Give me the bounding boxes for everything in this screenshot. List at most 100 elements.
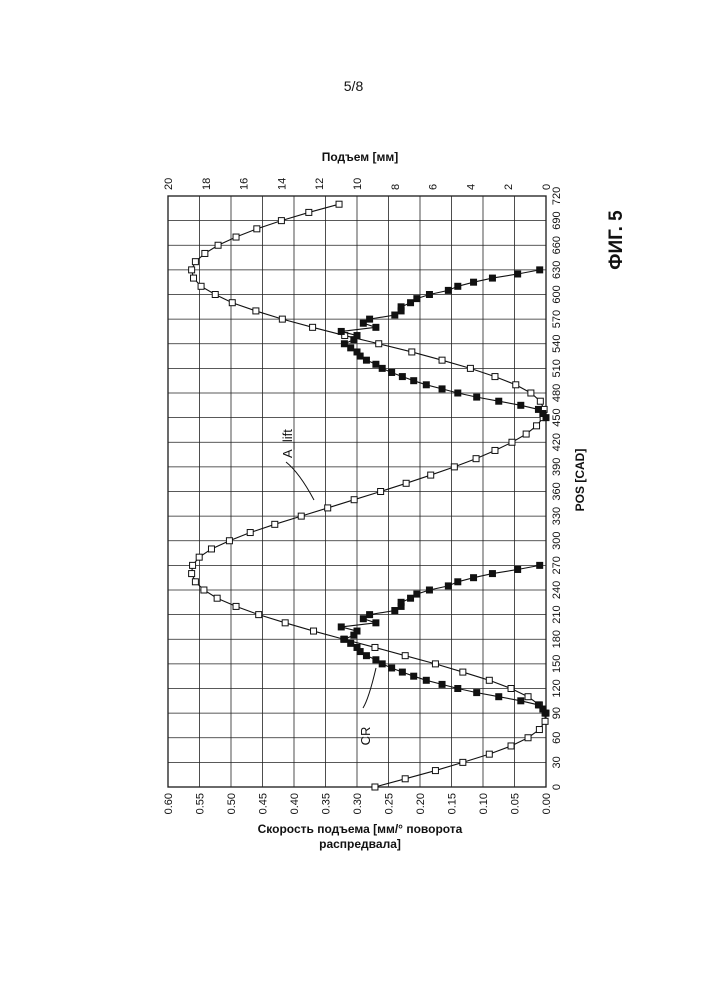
x-tick-label: 570	[551, 310, 563, 328]
a-lift-point	[372, 784, 378, 790]
a-lift-point	[509, 439, 515, 445]
a-lift-point	[536, 727, 542, 733]
cr-point	[354, 644, 360, 650]
cr-point	[455, 686, 461, 692]
figure-label: ФИГ. 5	[606, 210, 627, 270]
a-lift-point	[196, 554, 202, 560]
cr-point	[379, 365, 385, 371]
x-tick-label: 300	[551, 532, 563, 550]
cr-point	[341, 341, 347, 347]
cr-point	[518, 402, 524, 408]
a-lift-point	[460, 669, 466, 675]
x-tick-label: 330	[551, 507, 563, 525]
cr-point	[515, 566, 521, 572]
left-axis-title: Скорость подъема [мм/° поворота распредв…	[230, 822, 490, 852]
a-lift-point	[409, 349, 415, 355]
a-lift-point	[486, 751, 492, 757]
x-tick-label: 660	[551, 236, 563, 254]
x-tick-label: 480	[551, 384, 563, 402]
a-lift-point	[214, 595, 220, 601]
cr-point	[471, 575, 477, 581]
cr-point	[354, 349, 360, 355]
a-lift-point	[376, 341, 382, 347]
a-lift-point	[460, 759, 466, 765]
a-lift-point	[467, 365, 473, 371]
cr-point	[341, 636, 347, 642]
left-tick-label: 0.00	[541, 793, 553, 814]
cr-point	[348, 640, 354, 646]
left-tick-label: 0.35	[321, 793, 333, 814]
a-lift-point	[192, 579, 198, 585]
cr-point	[426, 587, 432, 593]
right-tick-label: 0	[541, 184, 553, 190]
cr-point	[414, 591, 420, 597]
left-tick-label: 0.45	[258, 793, 270, 814]
cr-point	[535, 702, 541, 708]
a-lift-point	[537, 398, 543, 404]
right-tick-label: 16	[239, 178, 251, 190]
a-lift-point	[189, 267, 195, 273]
a-lift-point	[254, 226, 260, 232]
a-lift-point	[190, 562, 196, 568]
a-lift-point	[336, 201, 342, 207]
a-lift-leader-line	[286, 462, 314, 500]
a-lift-point	[247, 530, 253, 536]
a-lift-point	[508, 743, 514, 749]
left-tick-label: 0.10	[478, 793, 490, 814]
right-tick-label: 6	[428, 184, 440, 190]
x-tick-label: 270	[551, 556, 563, 574]
cr-point	[455, 283, 461, 289]
x-tick-label: 690	[551, 211, 563, 229]
cr-point	[367, 316, 373, 322]
a-lift-point	[439, 357, 445, 363]
cr-point	[489, 571, 495, 577]
x-tick-label: 360	[551, 482, 563, 500]
cr-point	[379, 661, 385, 667]
cr-point	[354, 628, 360, 634]
cr-point	[423, 677, 429, 683]
a-lift-point	[534, 423, 540, 429]
cr-point	[439, 386, 445, 392]
a-lift-point	[492, 447, 498, 453]
a-lift-point	[282, 620, 288, 626]
x-tick-label: 60	[551, 732, 563, 744]
cr-leader-line	[363, 668, 376, 708]
right-tick-label: 8	[390, 184, 402, 190]
cr-point	[537, 562, 543, 568]
right-tick-label: 10	[352, 178, 364, 190]
cr-point	[389, 665, 395, 671]
a-lift-point	[233, 603, 239, 609]
cr-point	[489, 275, 495, 281]
cr-point	[408, 595, 414, 601]
cr-point	[399, 669, 405, 675]
right-tick-label: 12	[314, 178, 326, 190]
x-tick-label: 600	[551, 285, 563, 303]
cr-point	[373, 620, 379, 626]
x-tick-label: 510	[551, 359, 563, 377]
right-tick-label: 4	[465, 184, 477, 190]
a-lift-point	[432, 768, 438, 774]
a-lift-point	[198, 283, 204, 289]
cr-point	[455, 390, 461, 396]
cr-point	[367, 612, 373, 618]
a-lift-point	[212, 292, 218, 298]
cr-point	[363, 653, 369, 659]
cr-point	[392, 608, 398, 614]
a-lift-point	[525, 694, 531, 700]
x-tick-label: 720	[551, 187, 563, 205]
a-lift-point	[528, 390, 534, 396]
a-lift-point	[233, 234, 239, 240]
right-tick-label: 2	[503, 184, 515, 190]
a-lift-point	[432, 661, 438, 667]
x-tick-label: 210	[551, 605, 563, 623]
cr-point	[392, 312, 398, 318]
left-tick-label: 0.30	[352, 793, 364, 814]
a-lift-point	[513, 382, 519, 388]
axis-layer: 0306090120150180210240270300330360390420…	[163, 178, 563, 815]
a-lift-point	[189, 571, 195, 577]
a-lift-point	[351, 497, 357, 503]
a-lift-point	[226, 538, 232, 544]
cr-point	[445, 287, 451, 293]
cr-point	[398, 599, 404, 605]
cr-point	[338, 624, 344, 630]
